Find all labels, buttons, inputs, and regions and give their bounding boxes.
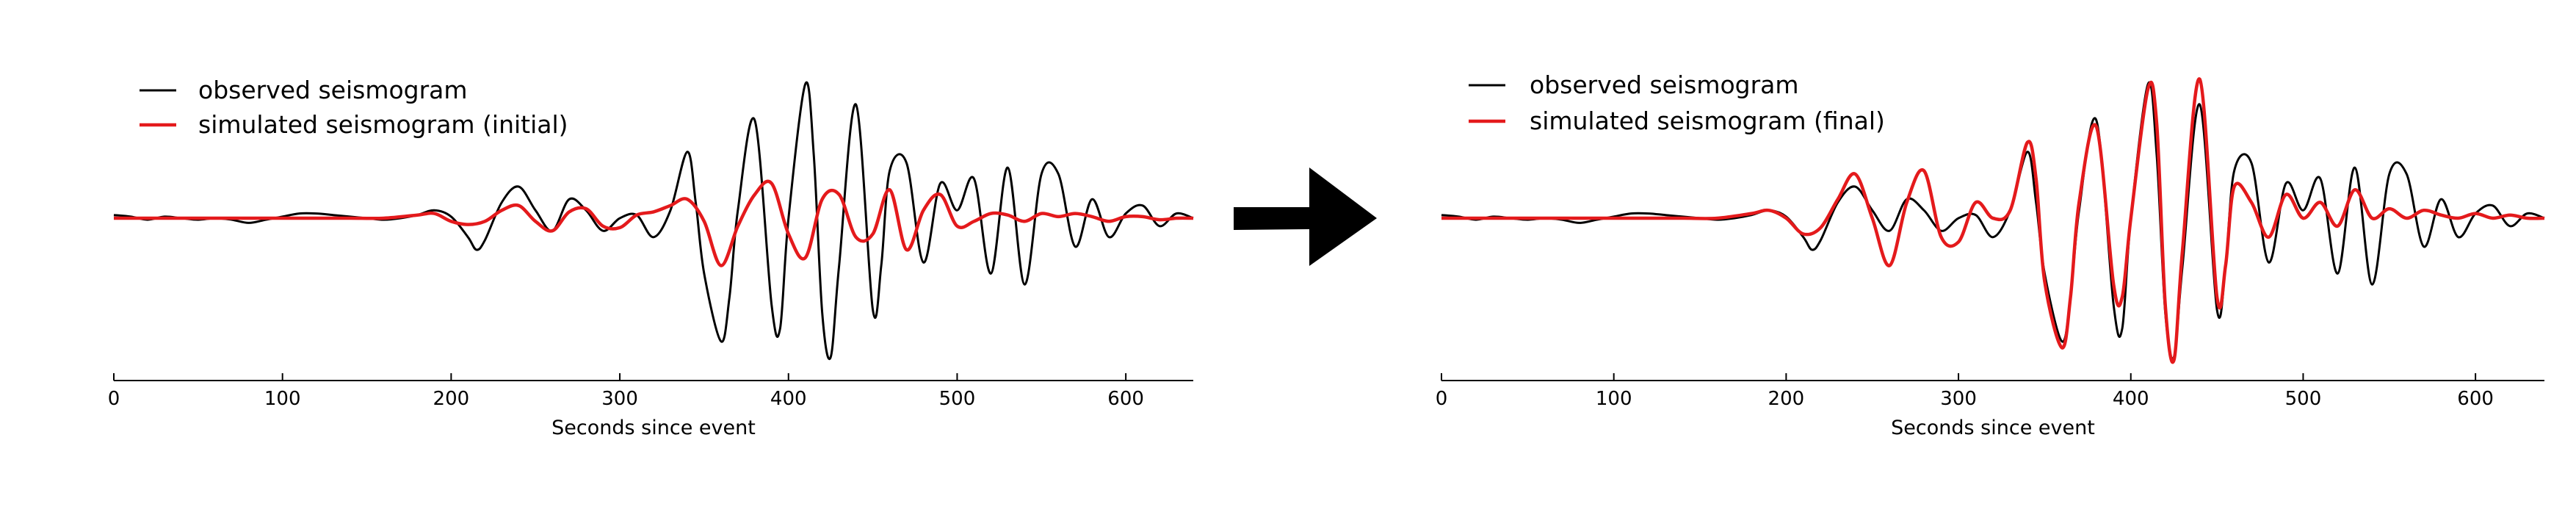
legend: observed seismogram simulated seismogram…	[140, 76, 568, 139]
legend: observed seismogram simulated seismogram…	[1469, 71, 1885, 135]
x-tick-label: 200	[433, 388, 470, 410]
x-tick-label: 600	[1107, 388, 1144, 410]
x-axis-ticks: 0 100 200 300 400 500 600	[108, 373, 1144, 410]
x-axis-label: Seconds since event	[551, 417, 756, 439]
chart-panel-final: 0 100 200 300 400 500 600 Seconds since event …	[1436, 71, 2545, 439]
plot-area	[1441, 77, 2545, 364]
legend-label-simulated: simulated seismogram (initial)	[198, 110, 568, 139]
x-tick-label: 0	[1436, 388, 1448, 410]
plot-area	[113, 81, 1194, 360]
x-tick-label: 300	[601, 388, 638, 410]
series-line-simulated	[114, 179, 1194, 267]
x-tick-label: 500	[939, 388, 976, 410]
series-line-observed	[113, 81, 1194, 360]
x-axis-label: Seconds since event	[1891, 417, 2095, 439]
legend-label-observed: observed seismogram	[1530, 71, 1799, 99]
x-tick-label: 100	[264, 388, 301, 410]
legend-label-observed: observed seismogram	[198, 76, 468, 104]
right-arrow-icon	[1234, 167, 1377, 266]
chart-panel-initial: 0 100 200 300 400 500 600 Seconds since event …	[108, 76, 1194, 439]
legend-label-simulated: simulated seismogram (final)	[1530, 107, 1885, 135]
x-axis-ticks: 0 100 200 300 400 500 600	[1436, 373, 2494, 410]
x-tick-label: 600	[2457, 388, 2494, 410]
x-tick-label: 0	[108, 388, 120, 410]
x-tick-label: 300	[1940, 388, 1977, 410]
x-tick-label: 200	[1768, 388, 1805, 410]
x-tick-label: 400	[2113, 388, 2149, 410]
x-tick-label: 400	[770, 388, 807, 410]
x-tick-label: 500	[2285, 388, 2322, 410]
x-tick-label: 100	[1596, 388, 1632, 410]
series-line-simulated	[1441, 77, 2545, 364]
